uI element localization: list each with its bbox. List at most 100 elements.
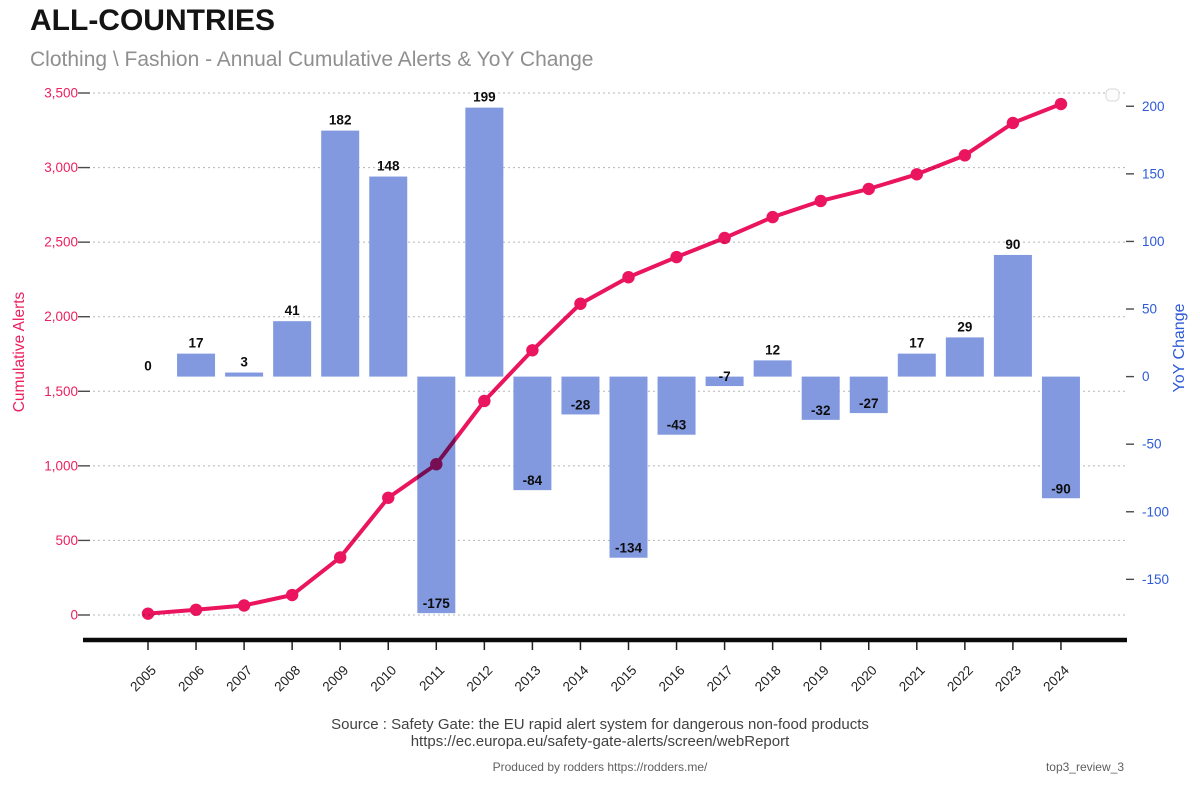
data-point-2018 [766,210,779,224]
legend-box [1105,88,1120,102]
bar-2007 [225,372,264,377]
data-point-2020 [862,182,875,196]
year-label-2016: 2016 [656,663,688,695]
bar-2023 [993,254,1032,377]
svg-text:-50: -50 [1142,437,1162,452]
data-point-2009 [334,551,347,564]
data-point-2019 [814,194,827,208]
year-label-2021: 2021 [896,663,928,695]
year-label-2018: 2018 [752,663,784,695]
bar-2024 [1041,376,1080,499]
bar-value-label: 90 [1005,237,1020,252]
bar-2013 [513,376,552,491]
svg-text:-100: -100 [1142,504,1169,519]
data-point-2006 [189,603,203,616]
bar-2015 [609,376,648,558]
bar-value-label: 148 [377,159,400,174]
report-tag: top3_review_3 [1045,760,1124,774]
year-label-2008: 2008 [271,663,303,695]
year-label-2013: 2013 [512,663,544,695]
bar-2010 [369,176,408,377]
svg-text:3,000: 3,000 [44,160,78,175]
bar-2021 [897,353,936,377]
year-label-2017: 2017 [704,663,736,695]
svg-text:0: 0 [70,608,78,623]
data-point-2013 [526,344,539,357]
data-point-2007 [237,599,251,612]
year-label-2007: 2007 [223,663,255,695]
data-point-2008 [285,588,299,602]
svg-text:0: 0 [1142,369,1150,384]
right-axis-ticks [1126,105,1134,581]
data-point-2021 [910,168,923,181]
year-label-2023: 2023 [992,663,1024,695]
bar-value-label: -90 [1051,481,1071,496]
bar-value-label: 182 [329,113,352,128]
year-label-2024: 2024 [1040,662,1072,694]
year-label-2012: 2012 [464,663,496,695]
year-label-2020: 2020 [848,663,880,695]
year-label-2009: 2009 [319,663,351,695]
svg-text:2,500: 2,500 [44,235,78,250]
bar-value-label: -32 [811,403,831,418]
right-axis-tick-labels: -150 -100 -50 0 50 100 150 200 [1142,99,1169,587]
data-point-2011 [430,458,443,471]
bar-2008 [273,321,312,377]
bar-2011 [417,376,456,614]
bar-value-label: -28 [571,397,591,412]
source-line-2: https://ec.europa.eu/safety-gate-alerts/… [410,733,790,750]
bar-2017 [705,376,744,387]
bar-value-label: 3 [240,355,248,370]
year-label-2019: 2019 [800,663,832,695]
bar-2020 [849,376,888,414]
page-subtitle: Clothing \ Fashion - Annual Cumulative A… [30,48,594,71]
svg-text:2,000: 2,000 [44,309,78,324]
data-point-2016 [670,250,683,264]
right-axis-title: YoY Change [1171,303,1188,392]
year-label-2010: 2010 [368,663,400,695]
bar-value-label: -175 [423,596,451,611]
x-axis-year-labels: 2005 2006 2007 2008 2009 2010 2011 2012 2013 2014… [127,662,1072,694]
line-path [147,102,1062,616]
svg-text:1,000: 1,000 [44,458,78,473]
svg-text:3,500: 3,500 [44,86,78,101]
data-point-2023 [1006,116,1020,130]
data-point-2017 [718,231,731,245]
year-label-2015: 2015 [608,663,640,695]
bar-2019 [801,376,840,420]
year-label-2005: 2005 [127,663,159,695]
bar-2018 [753,360,792,377]
bar-value-label: 17 [909,336,924,351]
bar-value-labels: 0 17 3 41 182 148 -175 199 -84 -28 -134 -43 -7 12 -32 -… [144,90,1070,612]
bar-value-label: 29 [957,319,972,334]
page-title: ALL-COUNTRIES [30,4,275,37]
bar-value-label: 0 [144,359,152,374]
year-label-2022: 2022 [944,663,976,695]
svg-text:-150: -150 [1142,572,1169,587]
left-axis-title: Cumulative Alerts [11,291,28,412]
bar-value-label: -27 [859,396,879,411]
bar-value-label: -134 [615,541,643,556]
data-point-2005 [141,607,155,620]
bar-2006 [177,353,216,377]
produced-by-credit: Produced by rodders https://rodders.me/ [492,760,708,774]
data-point-2012 [478,394,491,408]
svg-text:200: 200 [1142,99,1165,114]
cumulative-alerts-line [141,97,1068,620]
svg-text:1,500: 1,500 [44,384,78,399]
svg-text:100: 100 [1142,234,1165,249]
bar-2014 [561,376,600,415]
data-point-2010 [382,491,395,504]
gridlines [88,92,1128,616]
svg-text:500: 500 [55,533,78,548]
svg-text:150: 150 [1142,166,1165,181]
data-point-2015 [622,270,635,284]
data-point-2014 [574,297,587,310]
bar-value-label: -84 [523,473,543,488]
data-point-2022 [958,149,972,162]
svg-text:50: 50 [1142,302,1157,317]
bar-value-label: 17 [189,336,204,351]
source-line-1: Source : Safety Gate: the EU rapid alert… [331,716,869,733]
